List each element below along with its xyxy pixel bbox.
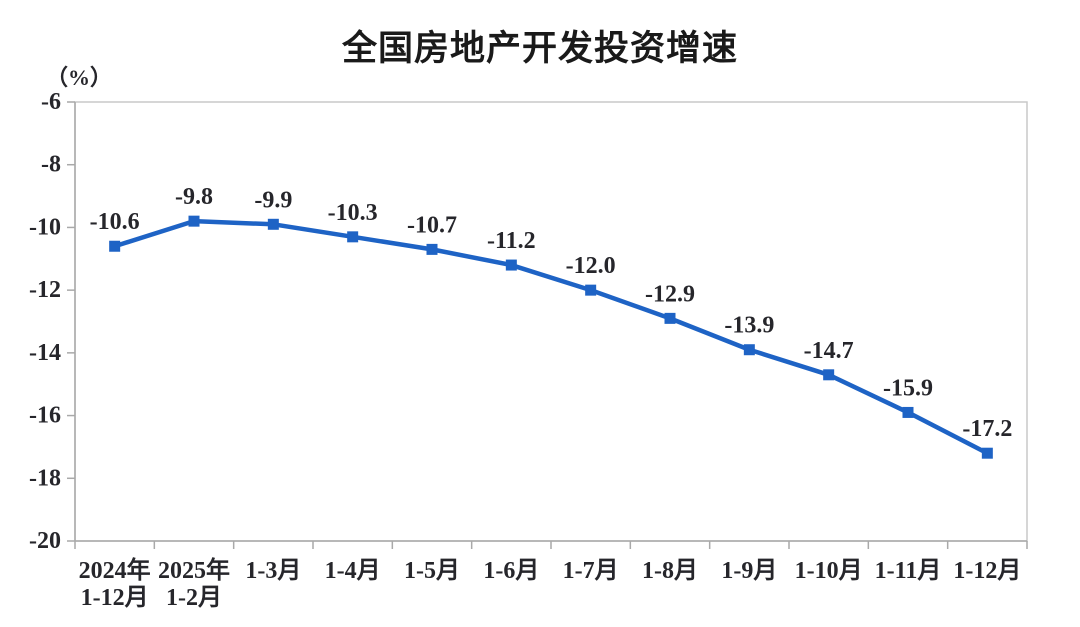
x-tick-label: 1-5月: [404, 558, 460, 584]
data-point-label: -15.9: [883, 375, 933, 401]
x-tick-label: 1-3月: [245, 558, 301, 584]
data-point-marker: [664, 312, 676, 324]
x-tick-label: 1-6月: [483, 558, 539, 584]
data-point-marker: [743, 344, 755, 356]
data-point-marker: [585, 284, 597, 296]
chart-title: 全国房地产开发投资增速: [341, 29, 738, 68]
x-tick-label: 1-4月: [325, 558, 381, 584]
y-tick-label: -16: [29, 403, 61, 429]
data-point-marker: [981, 447, 993, 459]
data-point-label: -10.6: [90, 209, 140, 235]
data-point-marker: [902, 406, 914, 418]
data-point-label: -14.7: [804, 338, 854, 364]
y-tick-label: -14: [29, 340, 61, 366]
y-axis-unit-label: （%）: [46, 65, 113, 90]
data-point-marker: [109, 240, 121, 252]
y-tick-label: -8: [41, 152, 61, 178]
x-tick-label: 2024年 1-12月: [79, 556, 151, 611]
x-tick-label: 1-12月: [953, 558, 1021, 584]
data-point-label: -12.0: [566, 253, 616, 279]
data-point-marker: [347, 231, 359, 243]
data-point-label: -17.2: [962, 416, 1012, 442]
x-tick-label: 1-9月: [721, 558, 777, 584]
data-point-label: -9.9: [254, 187, 292, 213]
data-point-label: -10.7: [407, 212, 457, 238]
data-point-marker: [505, 259, 517, 271]
x-tick-label: 1-10月: [795, 558, 863, 584]
data-point-label: -9.8: [175, 184, 213, 210]
y-tick-label: -18: [29, 465, 61, 491]
y-tick-label: -12: [29, 277, 61, 303]
data-point-label: -13.9: [724, 313, 774, 339]
x-tick-label: 1-11月: [875, 558, 942, 584]
x-tick-label: 1-8月: [642, 558, 698, 584]
y-tick-label: -10: [29, 214, 61, 240]
data-point-marker: [823, 369, 835, 381]
data-point-label: -10.3: [328, 200, 378, 226]
data-point-marker: [426, 243, 438, 255]
data-point-marker: [267, 218, 279, 230]
x-tick-label: 2025年 1-2月: [158, 556, 230, 611]
plot-border: [74, 101, 1028, 542]
data-point-label: -12.9: [645, 281, 695, 307]
y-tick-label: -6: [41, 89, 61, 115]
trend-line: [112, 218, 990, 456]
y-tick-label: -20: [29, 528, 61, 554]
data-point-marker: [188, 215, 200, 227]
x-tick-label: 1-7月: [563, 558, 619, 584]
data-point-label: -11.2: [487, 228, 536, 254]
